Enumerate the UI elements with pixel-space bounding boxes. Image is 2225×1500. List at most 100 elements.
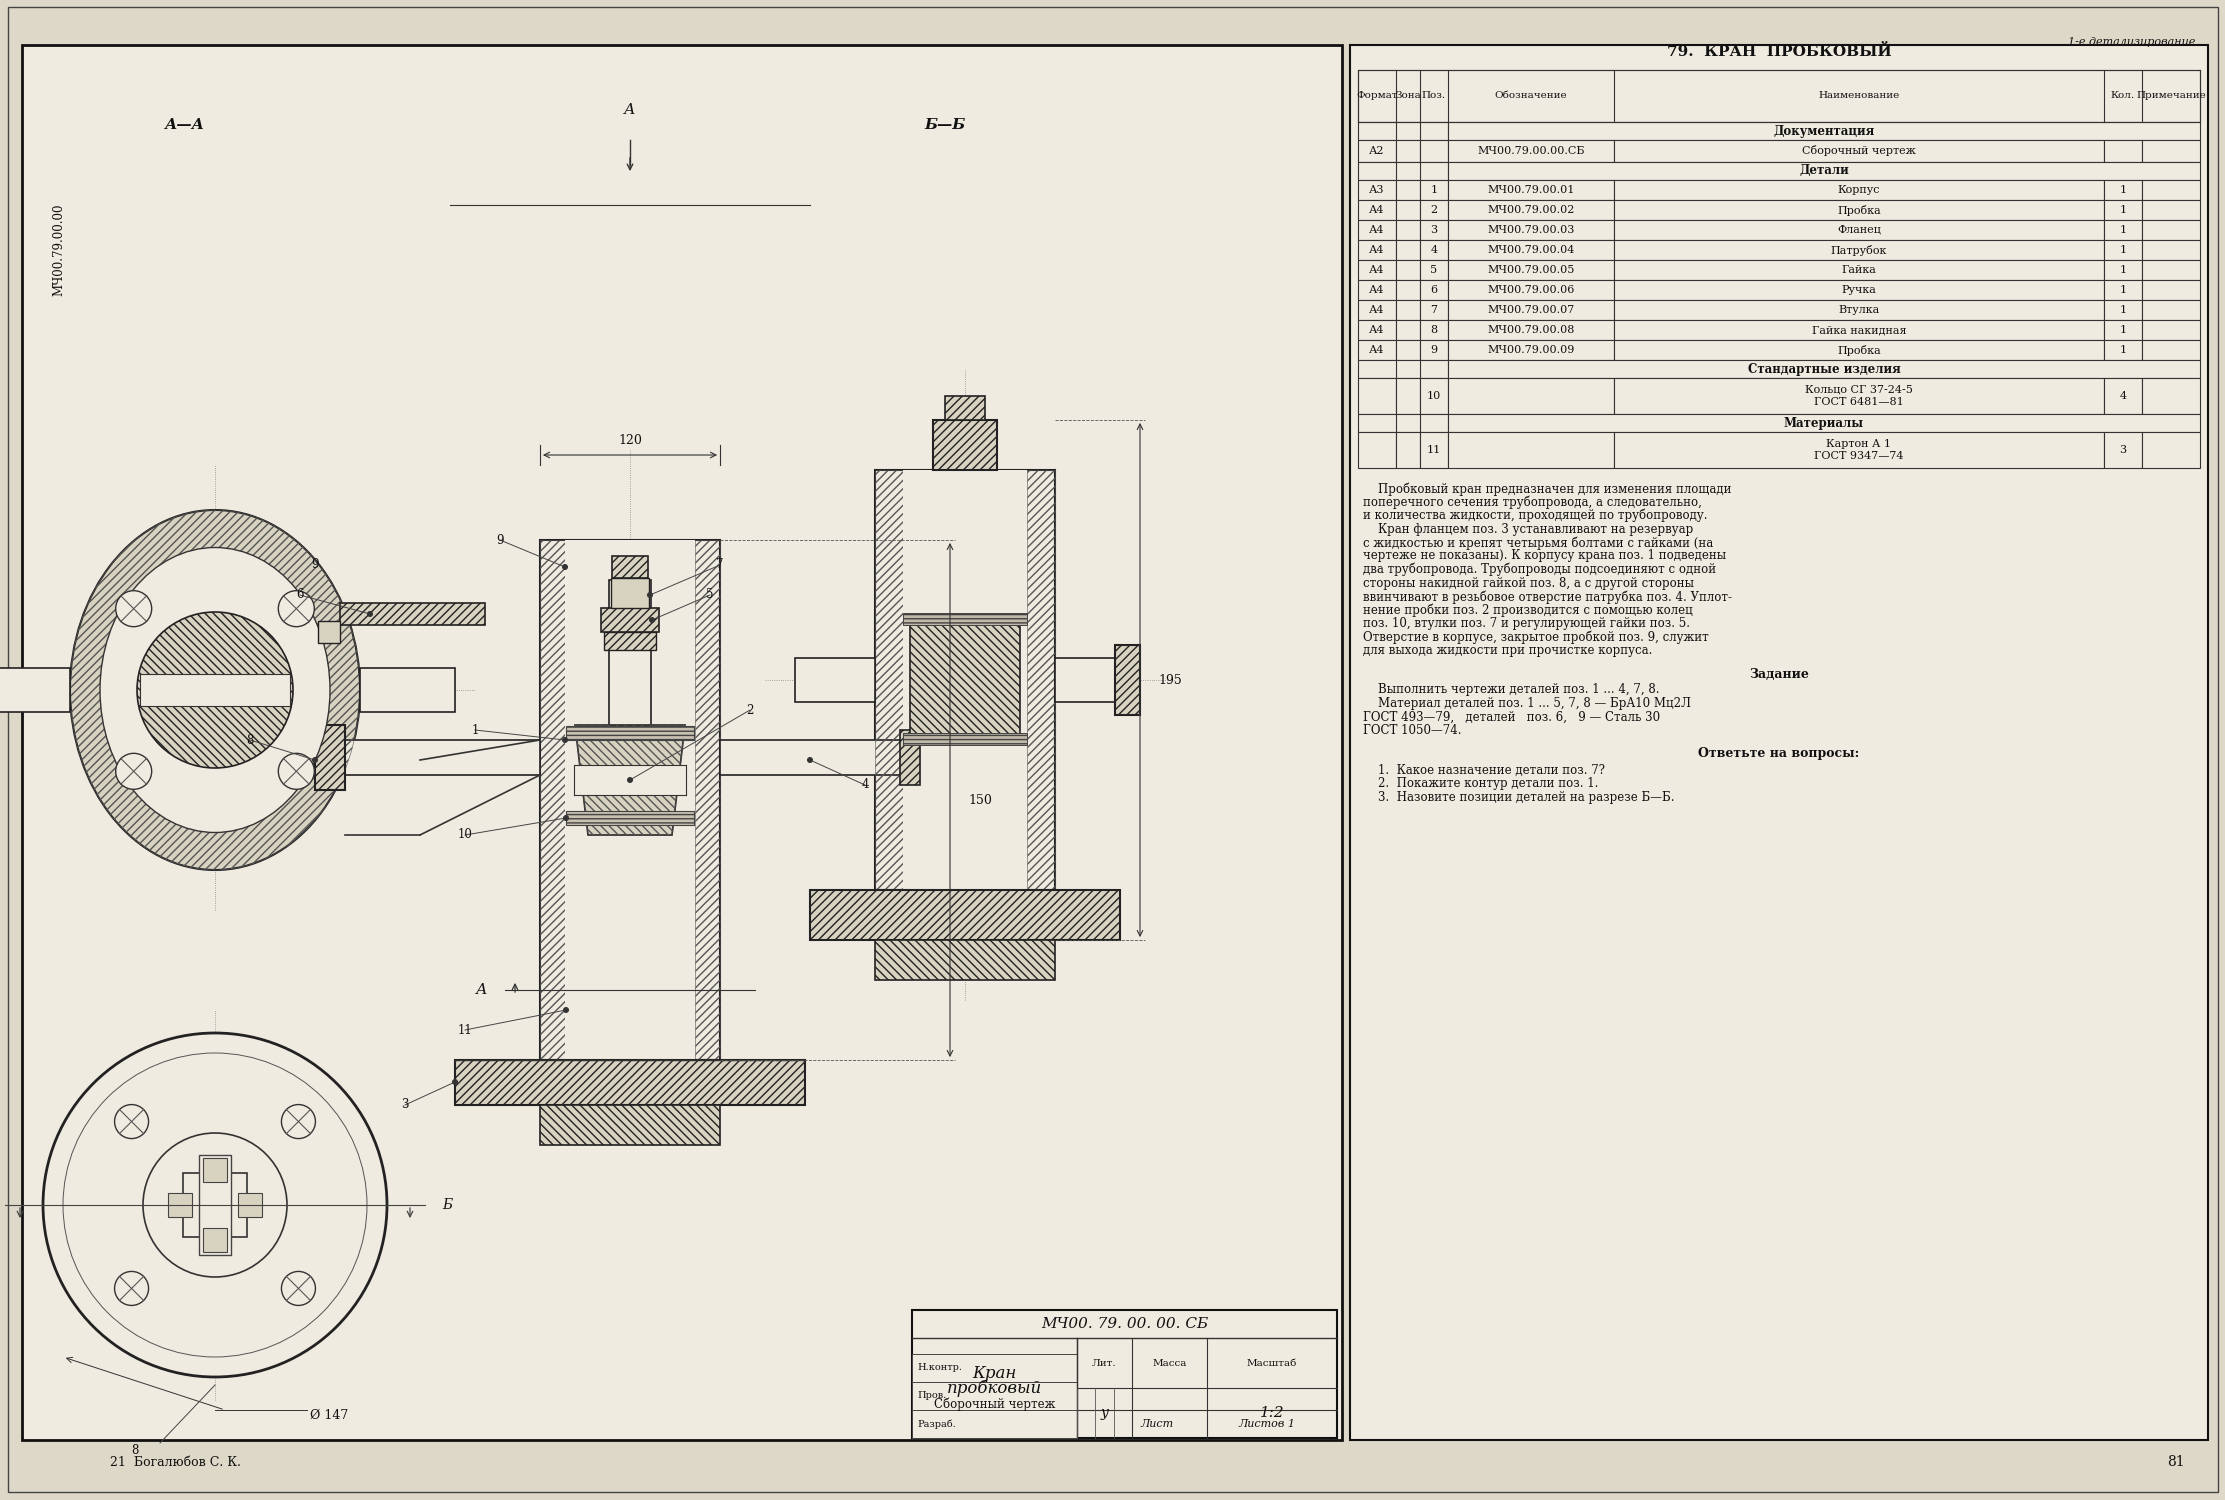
Bar [1448,414,2201,432]
Text: 8: 8 [247,734,254,747]
Text: Н.контр.: Н.контр. [917,1364,961,1372]
Text: А4: А4 [1368,266,1384,274]
Bar [1448,340,1613,360]
Text: 7: 7 [716,558,723,572]
Text: Ответьте на вопросы:: Ответьте на вопросы: [1698,747,1860,760]
Text: Кран фланцем поз. 3 устанавливают на резервуар: Кран фланцем поз. 3 устанавливают на рез… [1364,522,1693,536]
Bar [340,740,541,776]
Bar [912,1310,1337,1438]
Text: Втулка: Втулка [1838,304,1880,315]
Bar [1448,240,1613,260]
Text: ГОСТ 1050—74.: ГОСТ 1050—74. [1364,724,1462,736]
Bar [1395,378,1420,414]
Text: 4: 4 [1431,244,1437,255]
Text: А3: А3 [1368,184,1384,195]
Bar [1613,240,2105,260]
Bar [1357,260,1395,280]
Bar [565,812,694,825]
Circle shape [647,592,652,597]
Bar [874,940,1055,980]
Circle shape [563,564,567,570]
Bar [1420,340,1448,360]
Bar [541,540,565,1060]
Text: стороны накидной гайкой поз. 8, а с другой стороны: стороны накидной гайкой поз. 8, а с друг… [1364,576,1693,590]
Bar [1395,432,1420,468]
Text: 4: 4 [861,778,868,792]
Text: 120: 120 [619,435,643,447]
Text: 8: 8 [1431,326,1437,334]
Bar [238,1192,263,1216]
Text: МЧ00.79.00.00: МЧ00.79.00.00 [51,204,65,297]
Text: Корпус: Корпус [1838,184,1880,195]
Text: чертеже не показаны). К корпусу крана поз. 1 подведены: чертеже не показаны). К корпусу крана по… [1364,549,1727,562]
Text: Гайка: Гайка [1842,266,1876,274]
Text: Пробковый кран предназначен для изменения площади: Пробковый кран предназначен для изменени… [1364,482,1731,495]
Text: 1: 1 [1431,184,1437,195]
Bar [1613,378,2105,414]
Text: ГОСТ 493—79,   деталей   поз. 6,   9 — Сталь 30: ГОСТ 493—79, деталей поз. 6, 9 — Сталь 3… [1364,711,1660,723]
Circle shape [138,612,294,768]
Bar [316,724,345,790]
Bar [1357,200,1395,220]
Text: А4: А4 [1368,304,1384,315]
Bar [1613,432,2105,468]
Text: с жидкостью и крепят четырьмя болтами с гайками (на: с жидкостью и крепят четырьмя болтами с … [1364,536,1713,549]
Bar [612,578,650,608]
Bar [1448,200,1613,220]
Bar [1448,432,1613,468]
Bar [810,890,1119,940]
Circle shape [563,738,567,742]
Circle shape [142,1132,287,1276]
Bar [1357,140,1395,162]
Bar [1420,300,1448,320]
Bar [1357,220,1395,240]
Bar [1420,200,1448,220]
Bar [1395,220,1420,240]
Text: Пробка: Пробка [1838,204,1880,216]
Bar [1395,280,1420,300]
Bar [1420,180,1448,200]
Text: 1: 1 [2120,244,2127,255]
Bar [2105,260,2143,280]
Bar [1357,280,1395,300]
Bar [874,470,903,890]
Text: Примечание: Примечание [2136,92,2205,100]
Bar [1028,470,1055,890]
Bar [2105,432,2143,468]
Text: А2: А2 [1368,146,1384,156]
Text: Разраб.: Разраб. [917,1419,957,1428]
Bar [1351,45,2207,1440]
Bar [1448,180,1613,200]
Bar [1448,140,1613,162]
Bar [2143,432,2201,468]
Text: Б: Б [443,1198,452,1212]
Circle shape [280,1104,316,1138]
Bar [903,614,1028,626]
Ellipse shape [69,510,360,870]
Text: 21  Богалюбов С. К.: 21 Богалюбов С. К. [109,1455,240,1468]
Bar [1448,280,1613,300]
Text: 1: 1 [2120,345,2127,355]
Bar [1448,220,1613,240]
Bar [2143,340,2201,360]
Text: два трубопровода. Трубопроводы подсоединяют с одной: два трубопровода. Трубопроводы подсоедин… [1364,562,1715,576]
Text: МЧ00.79.00.05: МЧ00.79.00.05 [1486,266,1575,274]
Circle shape [808,758,812,762]
Bar [903,734,1028,746]
Bar [1357,340,1395,360]
Bar [1357,360,1448,378]
Text: 150: 150 [968,794,992,807]
Text: 1: 1 [2120,206,2127,214]
Text: МЧ00.79.00.06: МЧ00.79.00.06 [1486,285,1575,296]
Bar [1613,320,2105,340]
Text: 5: 5 [705,588,714,602]
Bar [454,1060,805,1106]
Bar [1420,320,1448,340]
Circle shape [278,591,314,627]
Text: МЧ00.79.00.09: МЧ00.79.00.09 [1486,345,1575,355]
Bar [1420,432,1448,468]
Bar [2105,200,2143,220]
Text: 1: 1 [2120,326,2127,334]
Text: 4: 4 [2120,392,2127,400]
Text: А: А [476,982,487,998]
